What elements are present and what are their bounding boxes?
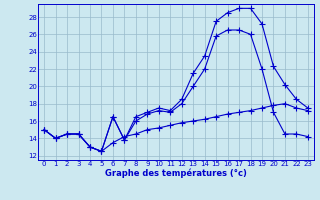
X-axis label: Graphe des températures (°c): Graphe des températures (°c) xyxy=(105,169,247,178)
